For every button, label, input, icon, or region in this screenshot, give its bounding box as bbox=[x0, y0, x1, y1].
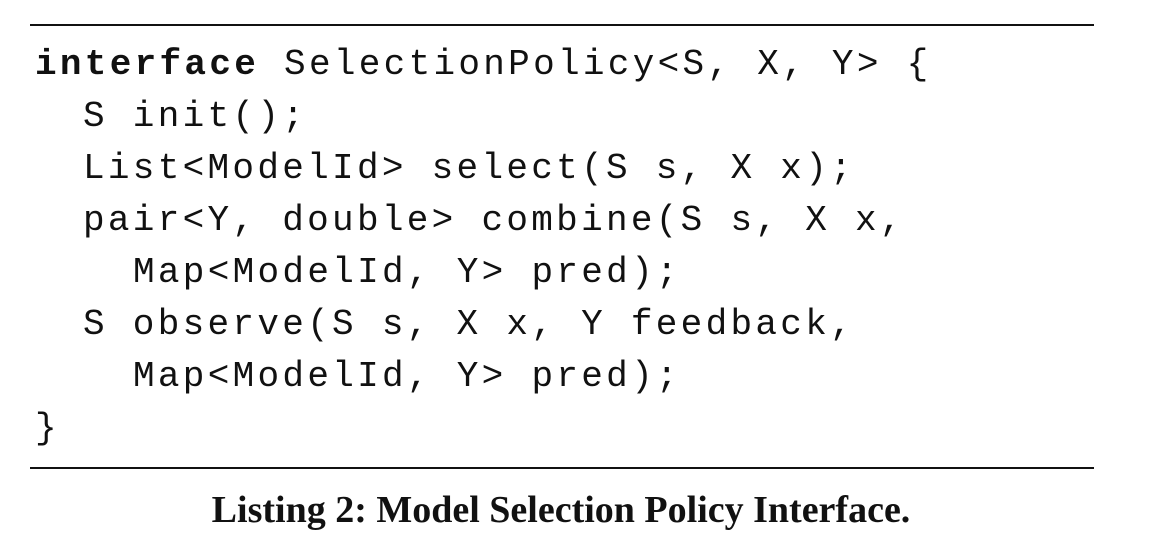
bottom-rule bbox=[30, 467, 1094, 469]
code-text: SelectionPolicy<S, X, Y> { bbox=[284, 44, 932, 85]
code-line: pair<Y, double> combine(S s, X x, bbox=[83, 200, 905, 241]
caption: Listing 2: Model Selection Policy Interf… bbox=[211, 489, 911, 531]
code-keyword: interface bbox=[35, 44, 260, 85]
code-line: S init(); bbox=[83, 96, 308, 137]
code-line: Map<ModelId, Y> pred); bbox=[133, 356, 681, 397]
code-line: List<ModelId> select(S s, X x); bbox=[83, 148, 856, 189]
code-line: interface SelectionPolicy<S, X, Y> { bbox=[35, 39, 932, 91]
code-line: } bbox=[35, 408, 60, 449]
code-line: Map<ModelId, Y> pred); bbox=[133, 252, 681, 293]
code-line: S observe(S s, X x, Y feedback, bbox=[83, 304, 856, 345]
top-rule bbox=[30, 24, 1094, 26]
